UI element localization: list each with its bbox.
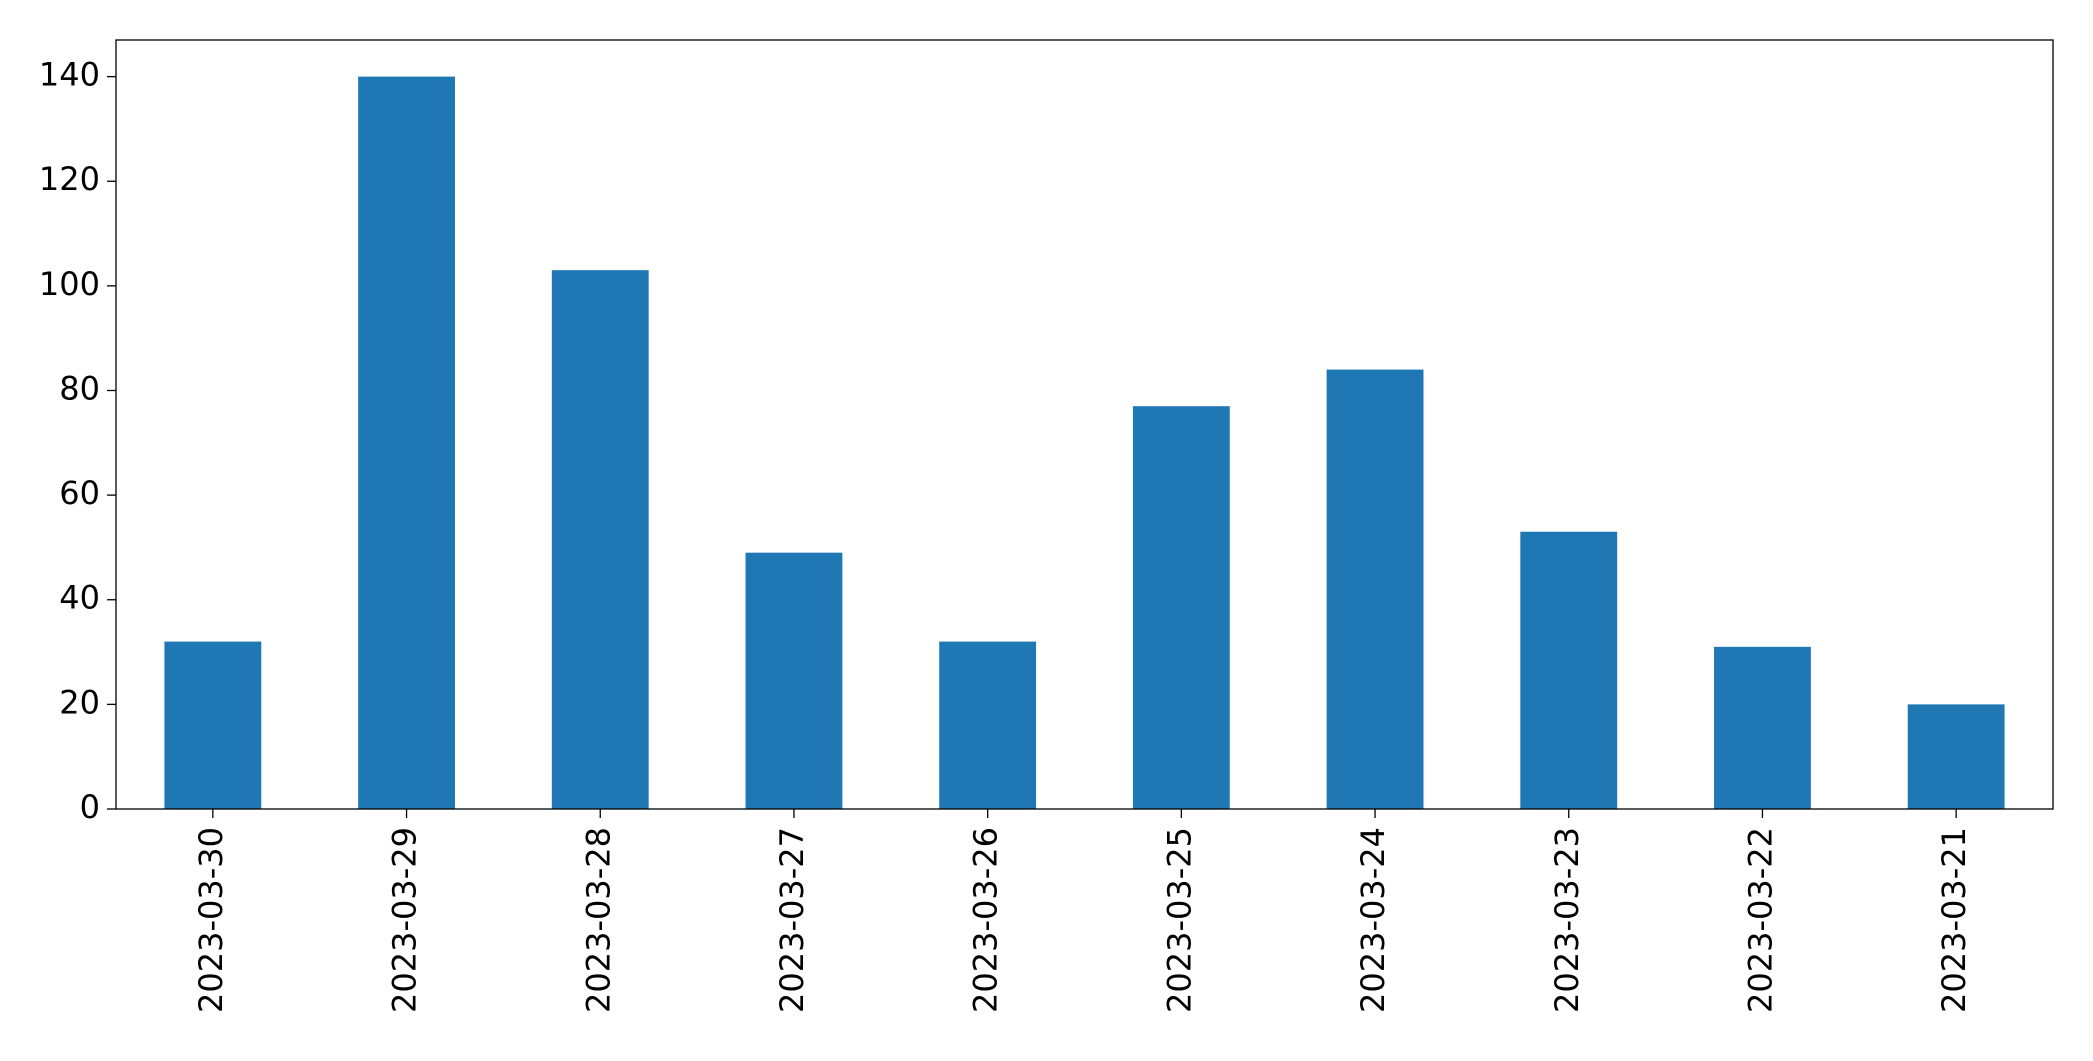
y-tick-label: 60 <box>59 474 100 512</box>
y-tick-label: 20 <box>59 683 100 721</box>
x-tick-label: 2023-03-30 <box>192 827 230 1013</box>
x-tick-label: 2023-03-28 <box>579 827 617 1013</box>
y-tick-label: 40 <box>59 579 100 617</box>
y-tick-label: 100 <box>39 265 100 303</box>
y-tick-label: 0 <box>80 788 100 826</box>
x-tick-label: 2023-03-27 <box>773 827 811 1013</box>
bar <box>358 76 455 810</box>
x-tick-label: 2023-03-22 <box>1741 827 1779 1013</box>
bar <box>745 552 843 809</box>
bar <box>1326 369 1424 809</box>
bar <box>939 641 1037 809</box>
x-tick-label: 2023-03-25 <box>1160 827 1198 1013</box>
bar <box>1714 646 1811 809</box>
bar <box>1132 406 1230 809</box>
x-tick-label: 2023-03-26 <box>967 827 1005 1013</box>
plot-frame <box>115 39 2054 810</box>
bar <box>1520 531 1618 809</box>
x-tick-label: 2023-03-21 <box>1935 827 1973 1013</box>
bar <box>164 641 262 809</box>
y-tick-label: 80 <box>59 369 100 407</box>
bar <box>551 270 649 809</box>
y-tick-label: 140 <box>39 56 100 94</box>
bar <box>1907 704 2005 809</box>
y-tick-label: 120 <box>39 160 100 198</box>
x-tick-label: 2023-03-24 <box>1354 827 1392 1013</box>
x-tick-label: 2023-03-29 <box>386 827 424 1013</box>
x-tick-label: 2023-03-23 <box>1548 827 1586 1013</box>
